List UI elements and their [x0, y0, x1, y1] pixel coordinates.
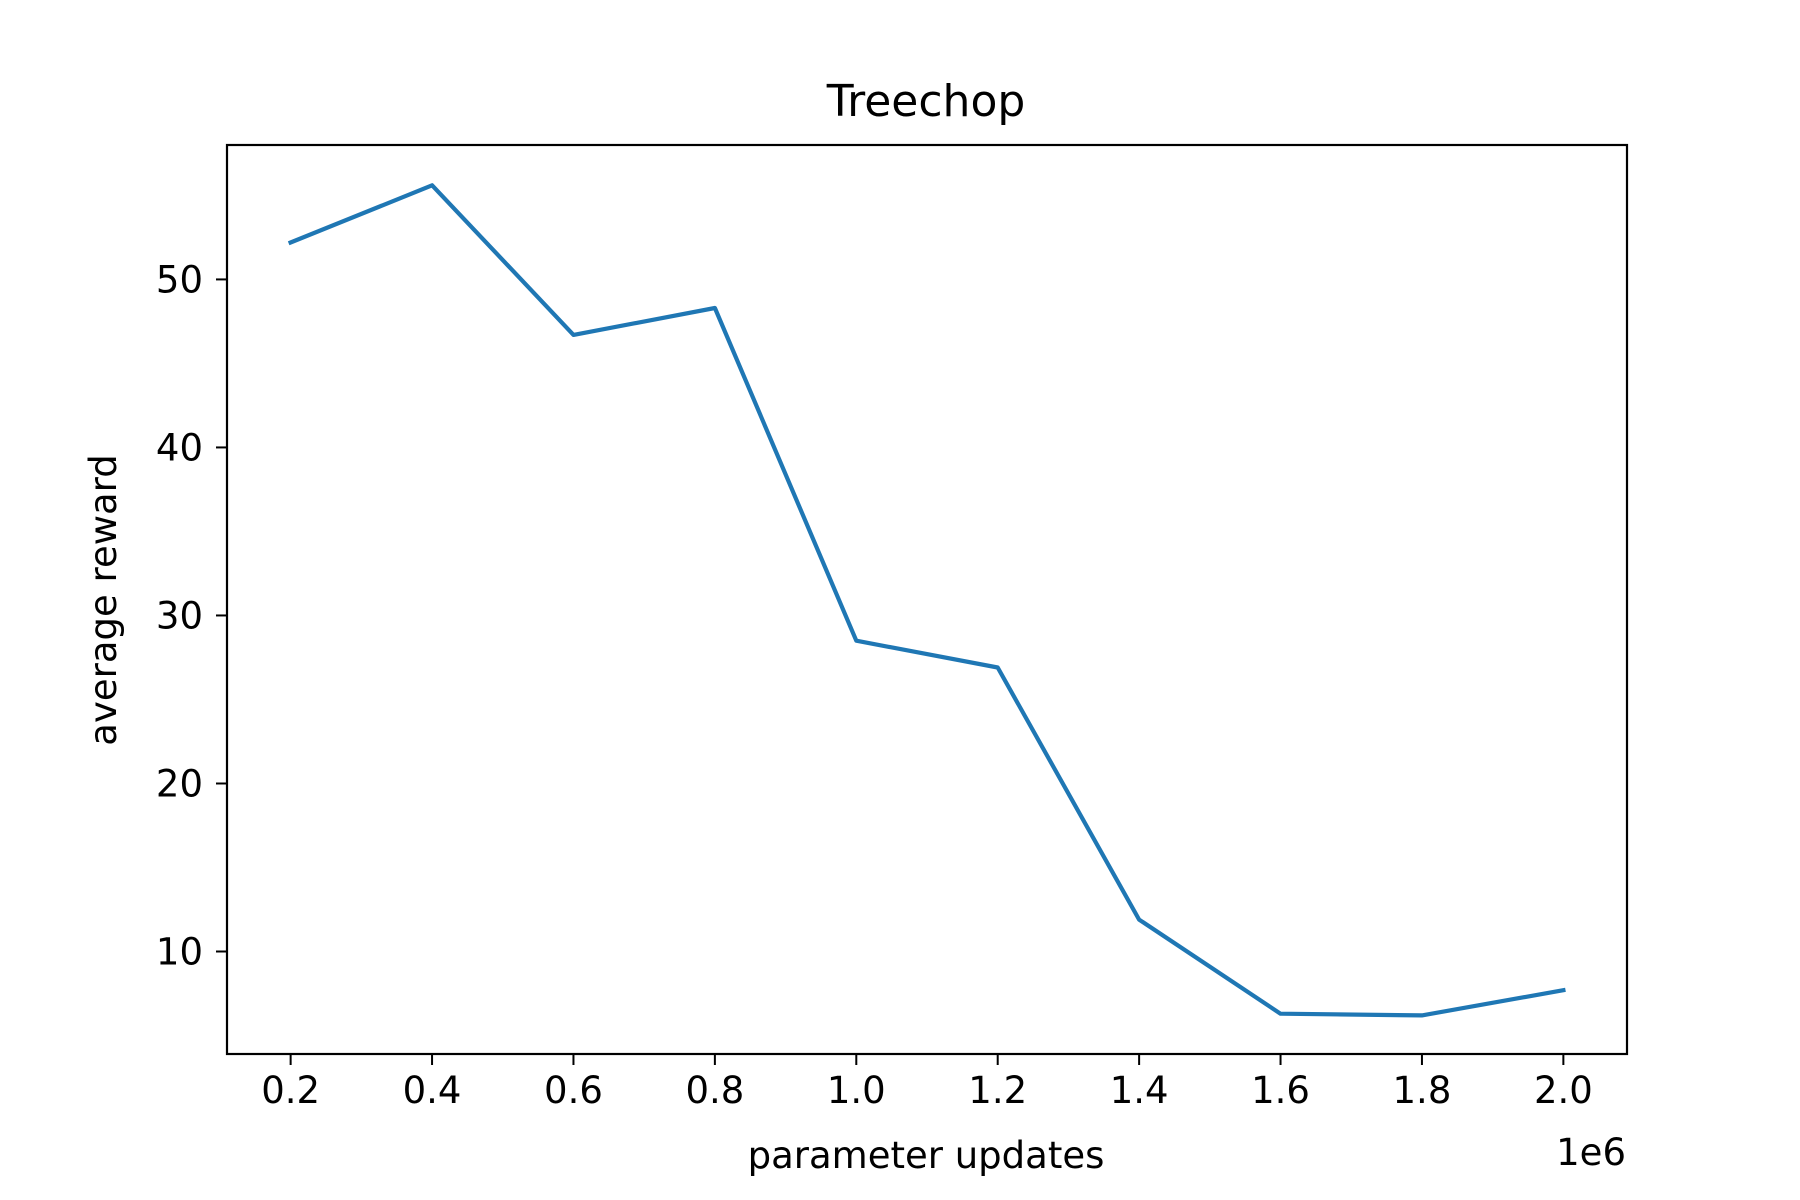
x-tick-label: 0.4	[403, 1069, 462, 1112]
chart-title: Treechop	[826, 76, 1026, 127]
y-tick-label: 50	[156, 258, 203, 301]
x-tick-label: 2.0	[1534, 1069, 1593, 1112]
x-tick-label: 0.2	[261, 1069, 320, 1112]
y-tick-label: 20	[156, 762, 203, 805]
x-tick-label: 1.2	[968, 1069, 1027, 1112]
x-tick-label: 1.6	[1251, 1069, 1310, 1112]
plot-frame	[225, 143, 1629, 1056]
y-tick-label: 10	[156, 931, 203, 974]
y-axis: 10 20 30 40 50	[156, 258, 227, 974]
y-tick-label: 40	[156, 426, 203, 469]
x-axis-offset-label: 1e6	[1556, 1131, 1626, 1174]
series-line-1	[287, 183, 1566, 1018]
y-tick-label: 30	[156, 594, 203, 637]
x-tick-label: 1.0	[827, 1069, 886, 1112]
x-tick-label: 1.8	[1393, 1069, 1452, 1112]
x-tick-label: 0.8	[685, 1069, 744, 1112]
x-axis: 0.2 0.4 0.6 0.8 1.0 1.2 1.4 1.6 1.8 2.0	[261, 1054, 1593, 1112]
plot-area	[225, 143, 1629, 1056]
x-tick-label: 0.6	[544, 1069, 603, 1112]
y-axis-title: average reward	[82, 454, 125, 745]
x-tick-label: 1.4	[1110, 1069, 1169, 1112]
x-axis-title: parameter updates	[748, 1134, 1105, 1177]
